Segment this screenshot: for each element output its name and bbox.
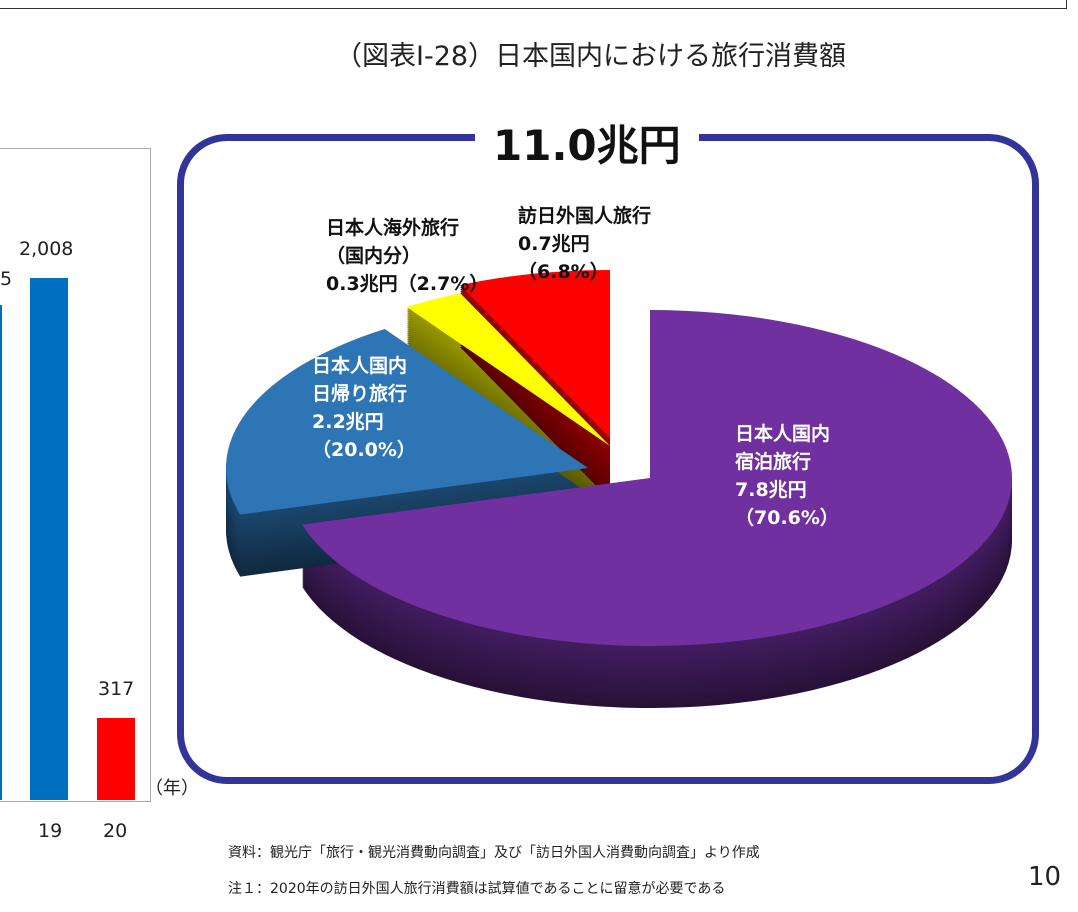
x-tick-19: 19 [38,820,63,842]
bar-chart-frame [0,148,151,802]
bar-19 [30,277,68,800]
pie-total: 11.0兆円 [475,112,699,173]
pie-slice-outbound-domestic [406,293,610,446]
footnote: 注１：2020年の訪日外国人旅行消費額は試算値であることに留意が必要である [228,881,726,897]
pie-label-inbound: 訪日外国人旅行 0.7兆円 （6.8%） [518,205,652,283]
slide-title: （図表Ⅰ-28）日本国内における旅行消費額 [335,41,847,72]
pie-slice-domestic-overnight [302,310,1012,646]
bar-partial [0,305,2,800]
page-number: 10 [1028,862,1062,892]
x-unit-label: （年） [145,778,199,799]
x-tick-20: 20 [103,820,128,842]
bar-partial-label: 5 [0,268,13,290]
bar-20-value: 317 [98,677,135,700]
bar-20 [97,717,135,800]
pie-slice-inbound [460,270,610,438]
pie-label-domestic-overnight: 日本人国内 宿泊旅行 7.8兆円 （70.6%） [735,423,839,529]
pie-slice-domestic-daytrip [225,328,588,515]
bar-19-value: 2,008 [19,237,74,260]
slide-top-border [0,0,1067,9]
pie-label-outbound-domestic: 日本人海外旅行 （国内分） 0.3兆円（2.7%） [326,217,489,295]
pie-label-domestic-daytrip: 日本人国内 日帰り旅行 2.2兆円 （20.0%） [312,355,416,461]
source-note: 資料：観光庁「旅行・観光消費動向調査」及び「訪日外国人消費動向調査」より作成 [228,845,760,861]
